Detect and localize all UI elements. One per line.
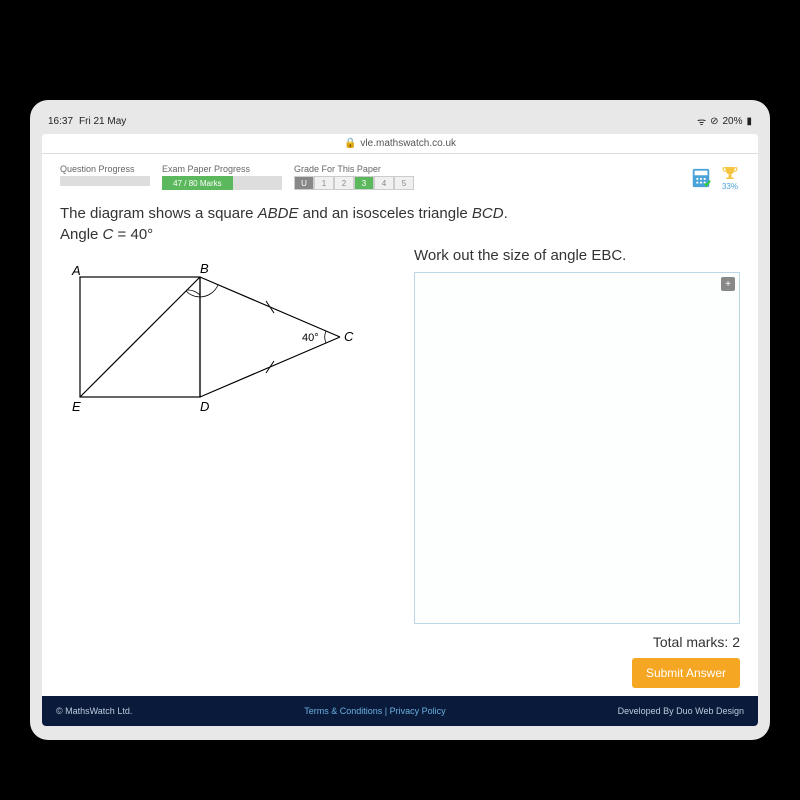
label-d: D — [200, 399, 209, 414]
exam-progress-label: Exam Paper Progress — [162, 164, 282, 174]
question-progress-bar — [60, 176, 150, 186]
wifi-icon: ᯤ — [697, 114, 706, 128]
expand-icon[interactable]: + — [721, 277, 735, 291]
progress-row: Question Progress Exam Paper Progress 47… — [60, 164, 740, 191]
label-e: E — [72, 399, 81, 414]
grade-box-2: 2 — [334, 176, 354, 190]
question-line-1: The diagram shows a square ABDE and an i… — [60, 205, 740, 222]
diagram-panel: A B C D E 40° — [60, 247, 400, 624]
url-bar[interactable]: 🔒 vle.mathswatch.co.uk — [42, 134, 758, 154]
status-bar: 16:37 Fri 21 May ᯤ ⊘ 20% ▮ — [42, 112, 758, 134]
battery-icon: ▮ — [746, 116, 752, 127]
grade-label: Grade For This Paper — [294, 164, 414, 174]
orientation-lock-icon: ⊘ — [710, 116, 718, 127]
trophy-pct: 33% — [722, 182, 738, 191]
status-time: 16:37 — [48, 116, 73, 127]
grade-block: Grade For This Paper U 1 2 3 4 5 — [294, 164, 414, 190]
total-marks: Total marks: 2 — [60, 634, 740, 650]
grade-boxes: U 1 2 3 4 5 — [294, 176, 414, 190]
submit-button[interactable]: Submit Answer — [632, 658, 740, 688]
question-progress: Question Progress — [60, 164, 150, 186]
exam-progress-bar: 47 / 80 Marks — [162, 176, 282, 190]
url-text: vle.mathswatch.co.uk — [360, 138, 456, 149]
grade-box-5: 5 — [394, 176, 414, 190]
tablet-frame: 16:37 Fri 21 May ᯤ ⊘ 20% ▮ 🔒 vle.mathswat… — [30, 100, 770, 740]
grade-box-u: U — [294, 176, 314, 190]
question-body: The diagram shows a square ABDE and an i… — [60, 205, 740, 696]
answer-input[interactable]: + — [414, 272, 740, 624]
answer-panel: Work out the size of angle EBC. + — [414, 247, 740, 624]
label-angle: 40° — [302, 332, 319, 344]
instruction: Work out the size of angle EBC. — [414, 247, 740, 264]
exam-progress-fill: 47 / 80 Marks — [162, 176, 233, 190]
geometry-diagram: A B C D E 40° — [60, 247, 360, 427]
footer-copyright: © MathsWatch Ltd. — [56, 706, 132, 716]
page-content: Question Progress Exam Paper Progress 47… — [42, 154, 758, 696]
label-a: A — [71, 263, 81, 278]
status-date: Fri 21 May — [79, 116, 126, 127]
grade-box-1: 1 — [314, 176, 334, 190]
battery-pct: 20% — [722, 116, 742, 127]
grade-box-4: 4 — [374, 176, 394, 190]
label-b: B — [200, 261, 209, 276]
grade-box-3: 3 — [354, 176, 374, 190]
exam-progress: Exam Paper Progress 47 / 80 Marks — [162, 164, 282, 190]
page-footer: © MathsWatch Ltd. Terms & Conditions | P… — [42, 696, 758, 726]
trophy-icon — [720, 164, 740, 182]
trophy-block[interactable]: 33% — [720, 164, 740, 191]
footer-links[interactable]: Terms & Conditions | Privacy Policy — [304, 706, 445, 716]
browser-window: 🔒 vle.mathswatch.co.uk Question Progress … — [42, 134, 758, 726]
lock-icon: 🔒 — [344, 138, 356, 149]
label-c: C — [344, 329, 354, 344]
footer-credit: Developed By Duo Web Design — [618, 706, 744, 716]
question-progress-label: Question Progress — [60, 164, 150, 174]
question-line-2: Angle C = 40° — [60, 226, 740, 243]
calculator-icon[interactable] — [690, 167, 712, 189]
